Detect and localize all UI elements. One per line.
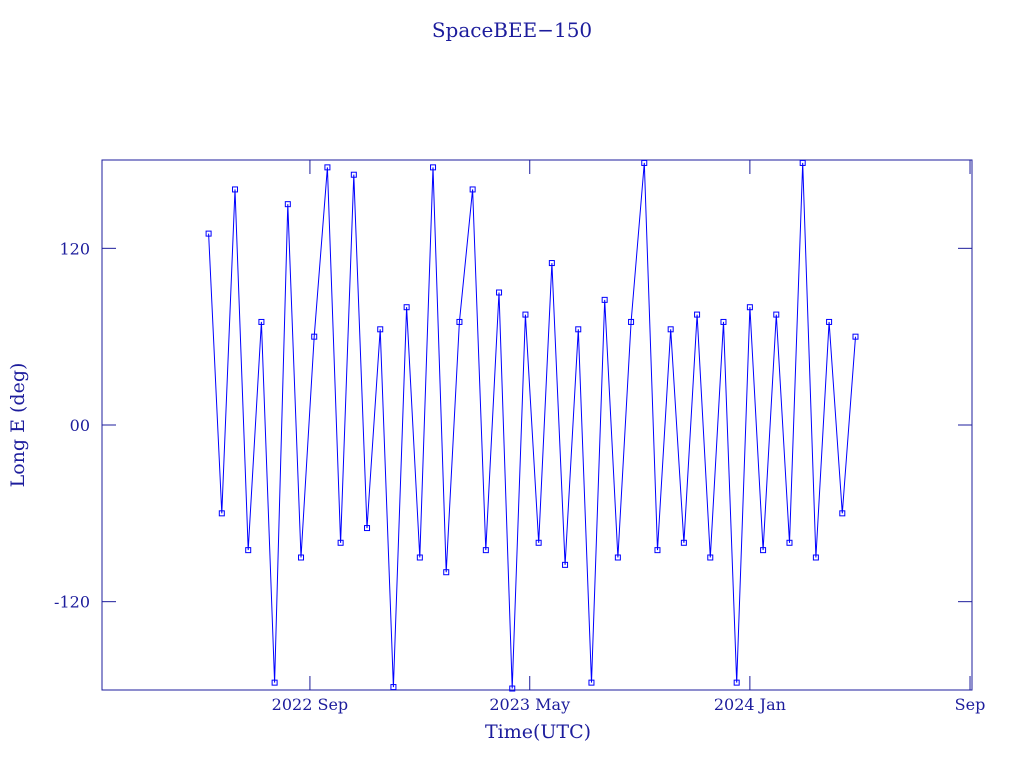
data-point xyxy=(562,561,569,568)
data-point xyxy=(628,318,635,325)
y-axis-label: Long E (deg) xyxy=(7,363,29,488)
chart-title: SpaceBEE−150 xyxy=(432,18,592,42)
data-point xyxy=(430,164,437,171)
data-point xyxy=(641,159,648,166)
data-point xyxy=(284,201,291,208)
x-tick-label: 2023 May xyxy=(489,695,570,714)
data-point xyxy=(258,318,265,325)
data-point xyxy=(337,539,344,546)
data-point xyxy=(522,311,529,318)
data-point xyxy=(311,333,318,340)
data-line xyxy=(208,162,856,689)
y-tick-label: -120 xyxy=(54,593,90,612)
data-point xyxy=(416,554,423,561)
y-tick-label: 120 xyxy=(59,239,90,258)
data-point xyxy=(377,326,384,333)
data-point xyxy=(826,318,833,325)
data-point xyxy=(390,684,397,691)
data-point xyxy=(218,510,225,517)
data-point xyxy=(469,186,476,193)
data-point xyxy=(350,171,357,178)
x-tick-label: Sep xyxy=(955,695,986,714)
y-tick-label: 00 xyxy=(70,416,90,435)
data-point xyxy=(601,296,608,303)
data-point xyxy=(839,510,846,517)
data-point xyxy=(654,547,661,554)
data-point xyxy=(456,318,463,325)
data-point xyxy=(733,679,740,686)
data-point xyxy=(509,685,516,692)
data-point xyxy=(482,547,489,554)
data-point xyxy=(364,525,371,532)
data-point xyxy=(496,289,503,296)
data-point xyxy=(614,554,621,561)
data-point xyxy=(535,539,542,546)
data-point xyxy=(786,539,793,546)
data-point xyxy=(443,569,450,576)
data-point xyxy=(667,326,674,333)
data-point xyxy=(324,164,331,171)
data-point xyxy=(746,304,753,311)
data-point xyxy=(298,554,305,561)
data-point xyxy=(760,547,767,554)
data-point xyxy=(575,326,582,333)
data-point xyxy=(694,311,701,318)
data-point xyxy=(403,304,410,311)
data-point xyxy=(707,554,714,561)
data-point xyxy=(245,547,252,554)
data-point xyxy=(205,230,212,237)
data-point xyxy=(812,554,819,561)
data-point xyxy=(271,679,278,686)
x-axis-label: Time(UTC) xyxy=(485,721,591,743)
data-point xyxy=(680,539,687,546)
data-point xyxy=(720,318,727,325)
data-point xyxy=(548,260,555,267)
x-tick-label: 2022 Sep xyxy=(272,695,348,714)
data-point xyxy=(799,159,806,166)
x-tick-label: 2024 Jan xyxy=(714,695,786,714)
data-point xyxy=(773,311,780,318)
data-point xyxy=(588,679,595,686)
data-point xyxy=(232,186,239,193)
data-point xyxy=(852,333,859,340)
